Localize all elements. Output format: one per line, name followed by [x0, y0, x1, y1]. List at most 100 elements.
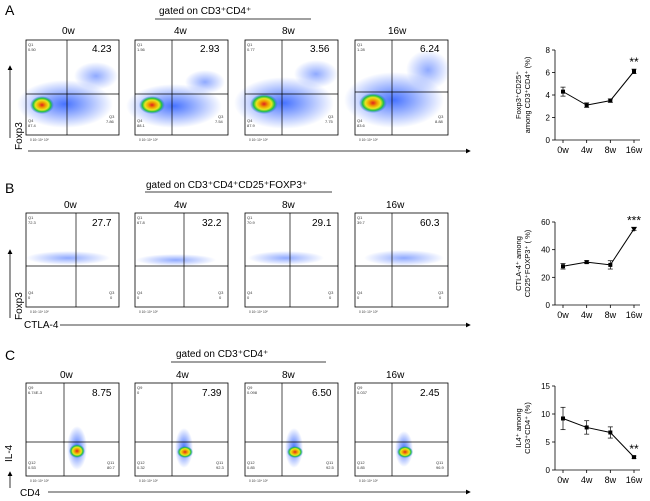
- q3-value: 0: [219, 295, 222, 300]
- q4-label: Q4: [137, 290, 143, 295]
- q12-value: 0.32: [137, 465, 146, 470]
- scatter-cloud: [26, 251, 110, 265]
- density-hotspot: [30, 96, 54, 114]
- q4-value: 87.4: [28, 123, 37, 128]
- main-quadrant-value: 3.56: [310, 44, 330, 55]
- main-quadrant-value: 27.7: [92, 218, 112, 229]
- q11-value: 96.9: [436, 465, 445, 470]
- q12-label: Q12: [357, 460, 365, 465]
- main-quadrant-value: 6.24: [420, 44, 440, 55]
- q11-label: Q11: [326, 460, 334, 465]
- timepoint-label: 0w: [64, 200, 78, 211]
- y-tick-label: 5: [546, 438, 551, 447]
- x-tick-label: 16w: [626, 310, 643, 320]
- significance-mark: **: [629, 55, 639, 69]
- x-tick-label: 8w: [605, 475, 617, 485]
- q12-value: 0.85: [357, 465, 366, 470]
- q11-value: 80.7: [107, 465, 116, 470]
- timepoint-label: 16w: [388, 26, 407, 37]
- timepoint-label: 16w: [386, 200, 405, 211]
- timepoint-label: 8w: [282, 200, 296, 211]
- main-quadrant-value: 32.2: [202, 218, 222, 229]
- q1-value: 1.56: [137, 47, 146, 52]
- density-hotspot: [287, 446, 303, 458]
- panel-label-c: C: [5, 347, 15, 363]
- q9-label: Q9: [247, 385, 253, 390]
- q12-value: 0.53: [28, 465, 37, 470]
- main-quadrant-value: 8.75: [92, 388, 112, 399]
- q3-label: Q3: [109, 290, 115, 295]
- q1-value: 70.9: [247, 220, 256, 225]
- q4-label: Q4: [28, 290, 34, 295]
- panel-a: A gated on CD3⁺CD4⁺ Foxp3 0w 4.23 Q1 0.5…: [5, 2, 471, 154]
- q9-value: 0.098: [247, 390, 258, 395]
- q11-value: 92.5: [326, 465, 335, 470]
- axis-ticks: 0 10³ 10⁴ 10⁵: [139, 479, 158, 483]
- data-point: [632, 69, 636, 74]
- axis-ticks: 0 10³ 10⁴ 10⁵: [30, 310, 49, 314]
- density-hotspot: [359, 93, 387, 113]
- y-marker-b: Foxp3: [14, 292, 25, 320]
- timepoint-label: 0w: [62, 26, 76, 37]
- axis-ticks: 0 10³ 10⁴ 10⁵: [249, 310, 268, 314]
- x-tick-label: 4w: [581, 310, 593, 320]
- y-tick-label: 8: [546, 46, 551, 55]
- scatter-cloud: [234, 77, 334, 129]
- q12-label: Q12: [247, 460, 255, 465]
- y-axis-label: CTLA-4⁺ amongCD25⁺FOXP3⁺ ( %): [514, 229, 532, 297]
- main-quadrant-value: 4.23: [92, 44, 112, 55]
- q3-label: Q3: [328, 114, 334, 119]
- series-line: [562, 418, 635, 458]
- q1-value: 0.50: [28, 47, 37, 52]
- y-axis-label: Foxp3⁺CD25⁺among CD3⁺CD4⁺ (%): [514, 56, 532, 133]
- flow-plot: 16w 6.24 Q1 1.28 Q4 83.6 Q3 8.88 0 10³ 1…: [344, 26, 450, 142]
- y-tick-label: 20: [541, 273, 550, 282]
- axis-ticks: 0 10³ 10⁴ 10⁵: [139, 310, 158, 314]
- q4-value: 87.9: [247, 123, 256, 128]
- x-tick-label: 0w: [557, 145, 569, 155]
- q3-label: Q3: [438, 114, 444, 119]
- y-tick-label: 0: [546, 466, 551, 475]
- scatter-cloud: [17, 80, 113, 128]
- density-hotspot: [250, 94, 278, 114]
- q3-value: 0: [439, 295, 442, 300]
- main-quadrant-value: 60.3: [420, 218, 440, 229]
- q9-label: Q9: [357, 385, 363, 390]
- q1-label: Q1: [357, 42, 363, 47]
- q11-label: Q11: [436, 460, 444, 465]
- scatter-cloud: [294, 60, 338, 88]
- q4-label: Q4: [137, 118, 143, 123]
- q3-value: 0: [329, 295, 332, 300]
- data-point: [584, 103, 589, 108]
- q4-label: Q4: [357, 290, 363, 295]
- flow-plot: 0w 8.75 Q9 6.74E-3 Q12 0.53 Q11 80.7 0 1…: [25, 370, 120, 483]
- x-tick-label: 4w: [581, 145, 593, 155]
- q11-label: Q11: [216, 460, 224, 465]
- q4-value: 0: [28, 295, 31, 300]
- gate-label-a: gated on CD3⁺CD4⁺: [159, 6, 251, 17]
- q3-value: 8.88: [435, 119, 444, 124]
- q9-label: Q9: [28, 385, 34, 390]
- data-point: [561, 416, 565, 421]
- scatter-cloud: [248, 251, 324, 265]
- q1-value: 1.28: [357, 47, 366, 52]
- q11-label: Q11: [107, 460, 115, 465]
- series-line: [562, 228, 635, 267]
- flow-plot: 16w 2.45 Q9 0.037 Q12 0.85 Q11 96.9 0 10…: [354, 370, 449, 483]
- y-tick-label: 15: [541, 382, 550, 391]
- q4-value: 0: [247, 295, 250, 300]
- x-tick-label: 0w: [557, 310, 569, 320]
- main-quadrant-value: 7.39: [202, 388, 222, 399]
- axis-ticks: 0 10³ 10⁴ 10⁵: [249, 138, 268, 142]
- significance-mark: **: [629, 442, 639, 456]
- x-tick-label: 8w: [605, 310, 617, 320]
- axis-ticks: 0 10³ 10⁴ 10⁵: [359, 479, 378, 483]
- y-tick-label: 2: [546, 114, 551, 123]
- y-tick-label: 10: [541, 410, 550, 419]
- x-tick-label: 8w: [605, 145, 617, 155]
- scatter-cloud: [74, 62, 118, 90]
- timepoint-label: 8w: [282, 26, 296, 37]
- data-point: [561, 89, 565, 94]
- q1-label: Q1: [137, 42, 143, 47]
